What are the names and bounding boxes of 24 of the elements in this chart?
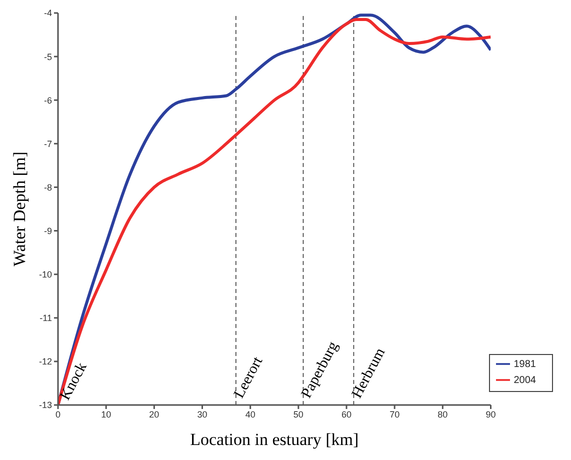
- legend-label: 2004: [514, 375, 536, 386]
- x-tick-label: 50: [293, 409, 304, 420]
- x-tick-label: 90: [486, 409, 496, 420]
- y-tick-label: -13: [38, 400, 52, 410]
- x-tick-label: 80: [438, 409, 448, 420]
- x-tick-label: 0: [55, 409, 61, 420]
- legend-label: 1981: [514, 359, 536, 370]
- x-tick-label: 60: [341, 409, 352, 420]
- x-tick-label: 70: [390, 409, 400, 420]
- y-tick-label: -4: [44, 8, 52, 18]
- y-tick-label: -8: [44, 182, 52, 192]
- y-tick-label: -11: [40, 313, 52, 324]
- x-tick-label: 20: [149, 409, 160, 420]
- x-tick-label: 40: [245, 409, 256, 420]
- x-axis-title: Location in estuary [km]: [190, 430, 359, 449]
- y-tick-label: -6: [44, 95, 52, 106]
- x-tick-label: 30: [197, 409, 208, 420]
- y-tick-label: -7: [44, 138, 52, 149]
- y-tick-label: -12: [38, 356, 52, 367]
- y-tick-label: -9: [44, 226, 52, 236]
- y-tick-label: -10: [38, 270, 52, 280]
- y-tick-label: -5: [44, 52, 52, 62]
- x-tick-label: 10: [101, 409, 112, 420]
- y-axis-title: Water Depth [m]: [10, 152, 29, 266]
